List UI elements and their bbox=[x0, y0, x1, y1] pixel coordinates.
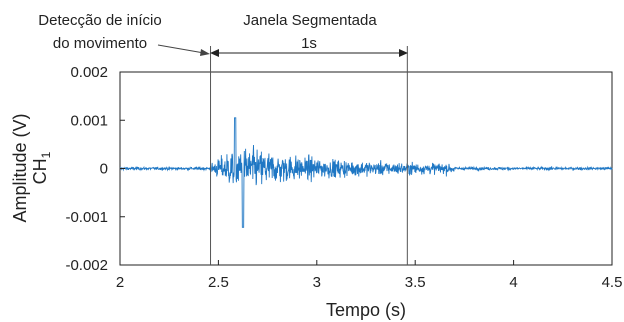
window-span-label: 1s bbox=[301, 35, 317, 52]
x-tick-label: 3.5 bbox=[405, 274, 426, 291]
onset-pointer-arrowhead bbox=[200, 49, 210, 56]
x-tick-label: 3 bbox=[313, 274, 321, 291]
y-axis-channel-label: CH1 bbox=[30, 151, 53, 184]
y-tick-label: 0.001 bbox=[70, 112, 108, 129]
y-tick-label: -0.002 bbox=[65, 257, 108, 274]
tick-layer: 2 2.5 3 3.5 4 4.5 0.002 0.001 0 -0.001 -0.002 bbox=[65, 64, 622, 291]
onset-pointer-line bbox=[157, 44, 205, 54]
y-tick-label: 0 bbox=[100, 161, 108, 178]
signal-series-line bbox=[119, 117, 613, 228]
y-tick-label: -0.001 bbox=[65, 209, 108, 226]
x-tick-label: 2 bbox=[116, 274, 124, 291]
y-axis-label: Amplitude (V) bbox=[10, 113, 30, 222]
signal-layer bbox=[119, 117, 613, 228]
x-tick-label: 4 bbox=[509, 274, 517, 291]
y-tick-label: 0.002 bbox=[70, 64, 108, 81]
window-annotation: Janela Segmentada bbox=[243, 12, 377, 29]
marker-layer bbox=[210, 46, 408, 265]
y-axis-channel-subscript: 1 bbox=[39, 151, 53, 158]
onset-annotation-line2: do movimento bbox=[53, 35, 147, 52]
onset-annotation-line1: Detecção de início bbox=[38, 12, 161, 29]
window-span-arrowhead-left bbox=[210, 49, 219, 57]
x-tick-label: 2.5 bbox=[208, 274, 229, 291]
x-axis-label: Tempo (s) bbox=[326, 300, 406, 320]
window-span-arrowhead-right bbox=[399, 49, 408, 57]
y-axis-channel-main: CH bbox=[30, 158, 50, 184]
x-tick-label: 4.5 bbox=[602, 274, 623, 291]
